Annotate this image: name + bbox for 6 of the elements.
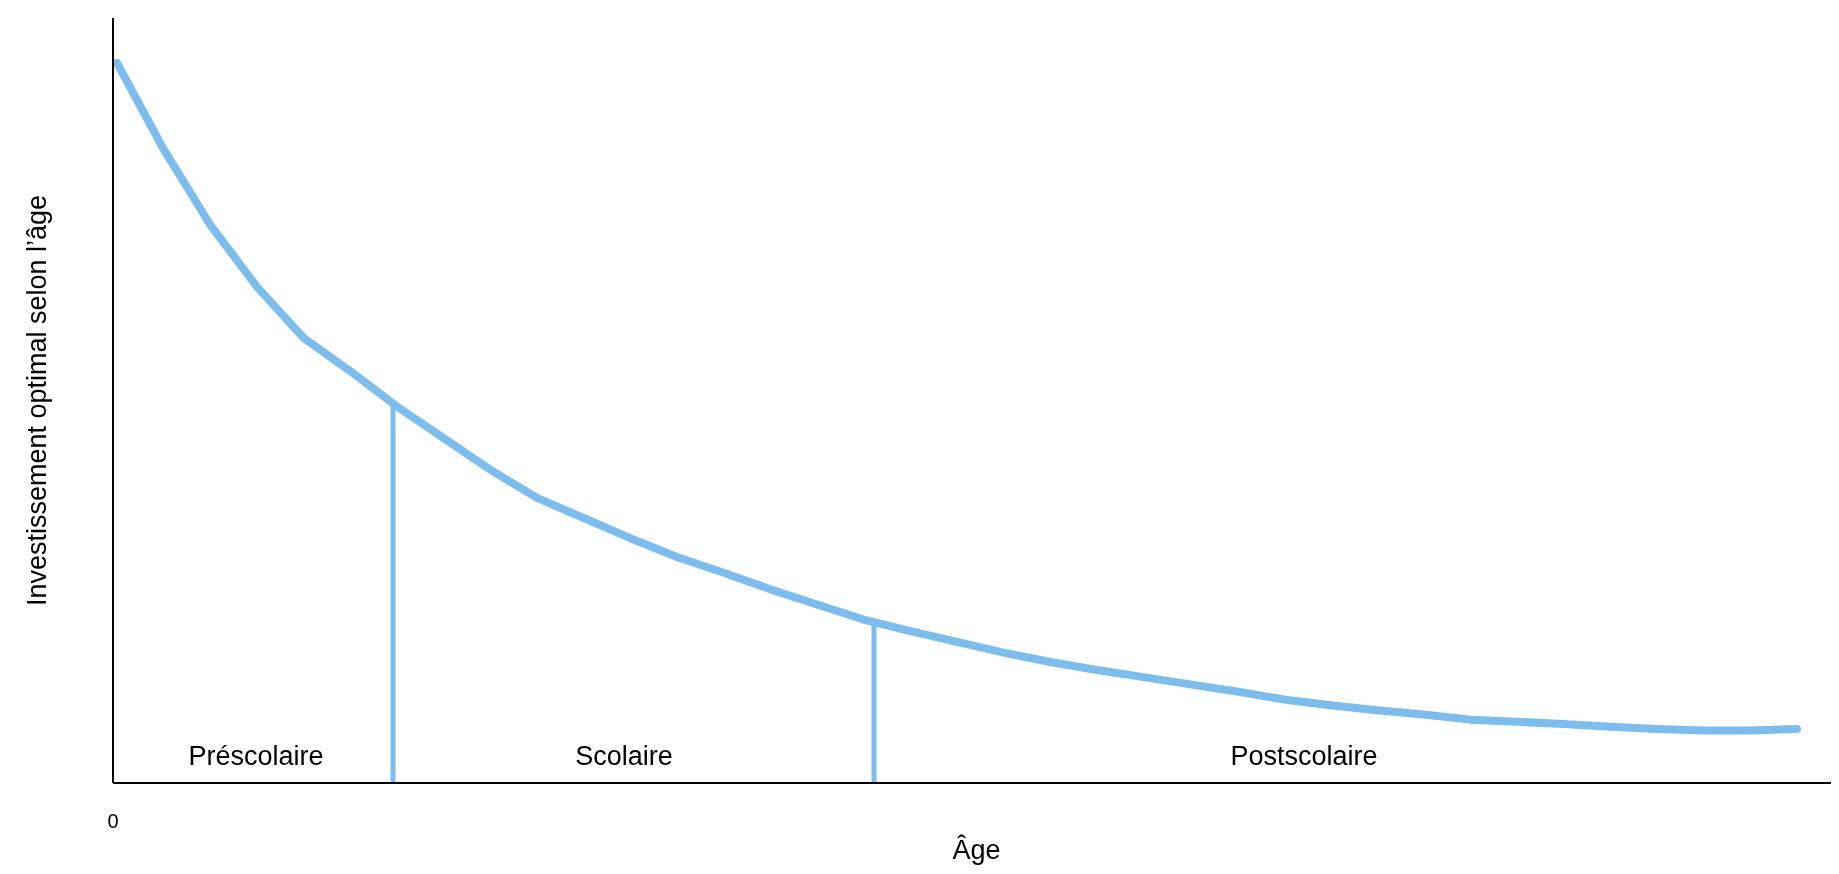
text: 0 <box>107 810 119 832</box>
y-axis-title: Investissement optimal selon l’âge <box>22 194 52 607</box>
annotation: Scolaire <box>575 741 673 771</box>
annotation: Postscolaire <box>1230 741 1378 771</box>
x-axis-title: Âge <box>952 834 1001 865</box>
annotation: Préscolaire <box>188 741 324 771</box>
